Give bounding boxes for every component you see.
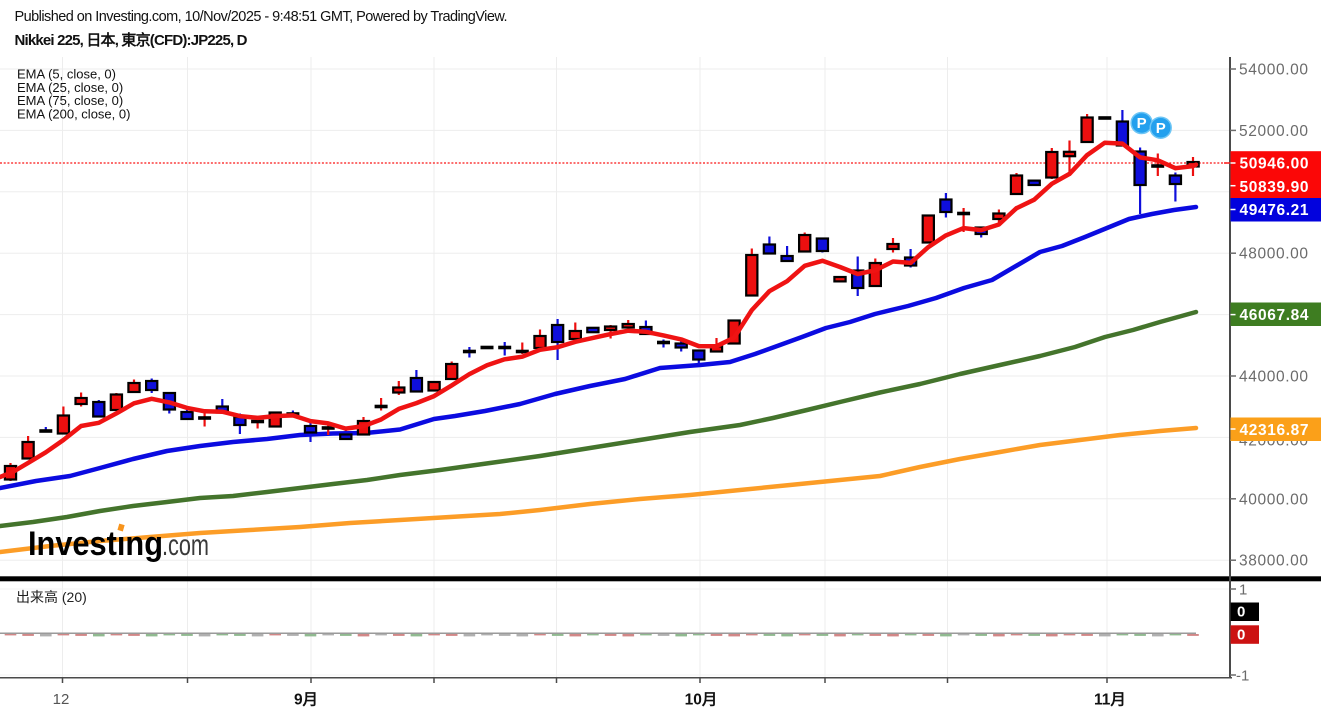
svg-text:EMA (75, close, 0): EMA (75, close, 0) [17,93,123,108]
svg-text:P: P [1156,120,1166,137]
svg-text:出来高 (20): 出来高 (20) [16,589,87,605]
svg-text:54000.00: 54000.00 [1239,62,1308,79]
svg-text:49476.21: 49476.21 [1240,202,1309,219]
svg-text:0: 0 [1237,626,1245,643]
svg-text:Nikkei 225, 日本, 東京(CFD):JP225,: Nikkei 225, 日本, 東京(CFD):JP225, D [15,31,248,49]
svg-text:1: 1 [1239,582,1247,599]
svg-text:EMA (200, close, 0): EMA (200, close, 0) [17,106,130,121]
svg-text:40000.00: 40000.00 [1239,491,1308,508]
svg-text:50839.90: 50839.90 [1240,179,1309,196]
svg-text:46067.84: 46067.84 [1240,307,1309,324]
svg-text:Investıng: Investıng [28,525,163,563]
svg-text:44000.00: 44000.00 [1239,369,1308,386]
svg-text:EMA (25, close, 0): EMA (25, close, 0) [17,80,123,95]
svg-text:42316.87: 42316.87 [1240,422,1309,439]
svg-text:50946.00: 50946.00 [1240,155,1309,172]
svg-text:11月: 11月 [1094,691,1126,709]
svg-text:-1: -1 [1236,668,1249,685]
svg-text:EMA (5, close, 0): EMA (5, close, 0) [17,67,116,82]
svg-text:52000.00: 52000.00 [1239,123,1308,140]
svg-text:0: 0 [1237,604,1245,621]
svg-text:9月: 9月 [294,691,318,709]
svg-text:48000.00: 48000.00 [1239,246,1308,263]
svg-text:P: P [1137,115,1147,132]
svg-text:.com: .com [162,529,209,562]
svg-text:Published on Investing.com, 10: Published on Investing.com, 10/Nov/2025 … [15,9,508,25]
svg-text:10月: 10月 [685,691,718,709]
svg-text:12: 12 [53,691,70,708]
svg-text:38000.00: 38000.00 [1239,553,1308,570]
